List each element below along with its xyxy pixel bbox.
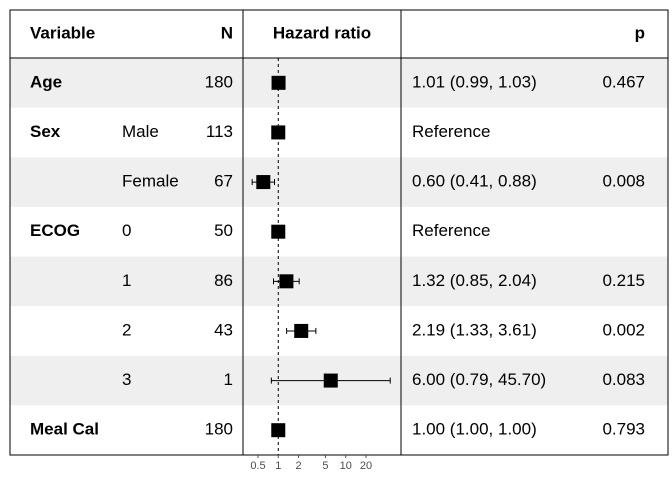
n-label: 1: [224, 370, 233, 389]
estimate-label: 6.00 (0.79, 45.70): [412, 370, 546, 389]
n-label: 86: [214, 271, 233, 290]
level-label: Male: [122, 122, 159, 141]
p-value: 0.467: [602, 72, 645, 91]
x-tick-label: 0.5: [250, 460, 265, 472]
estimate-square: [271, 224, 286, 239]
level-label: 0: [122, 221, 131, 240]
estimate-square: [271, 423, 286, 438]
header: N: [221, 23, 233, 42]
variable-label: Sex: [30, 122, 61, 141]
estimate-label: 1.01 (0.99, 1.03): [412, 72, 537, 91]
p-value: 0.008: [602, 172, 645, 191]
p-value: 0.083: [602, 370, 645, 389]
variable-label: Age: [30, 72, 62, 91]
variable-label: ECOG: [30, 221, 80, 240]
x-tick-label: 1: [275, 460, 281, 472]
estimate-label: Reference: [412, 221, 490, 240]
estimate-label: Reference: [412, 122, 490, 141]
header: p: [635, 23, 645, 42]
level-label: 2: [122, 320, 131, 339]
level-label: 1: [122, 271, 131, 290]
n-label: 180: [205, 420, 233, 439]
level-label: 3: [122, 370, 131, 389]
estimate-square: [323, 373, 338, 388]
x-tick-label: 5: [322, 460, 328, 472]
header: Hazard ratio: [273, 23, 371, 42]
estimate-square: [256, 175, 271, 190]
variable-label: Meal Cal: [30, 420, 99, 439]
estimate-label: 1.32 (0.85, 2.04): [412, 271, 537, 290]
row-stripe: [10, 256, 668, 307]
x-tick-label: 2: [296, 460, 302, 472]
estimate-label: 0.60 (0.41, 0.88): [412, 172, 537, 191]
x-tick-label: 10: [340, 460, 352, 472]
estimate-square: [279, 274, 294, 289]
row-stripe: [10, 157, 668, 207]
header: Variable: [30, 23, 95, 42]
p-value: 0.215: [602, 271, 645, 290]
x-tick-label: 20: [360, 460, 372, 472]
estimate-square: [294, 323, 309, 338]
frame: [9, 9, 669, 456]
n-label: 180: [205, 72, 233, 91]
estimate-label: 2.19 (1.33, 3.61): [412, 320, 537, 339]
p-value: 0.793: [602, 420, 645, 439]
estimate-square: [271, 75, 286, 90]
row-stripe: [10, 58, 668, 108]
n-label: 113: [206, 122, 233, 141]
p-value: 0.002: [602, 320, 645, 339]
n-label: 67: [214, 172, 233, 191]
estimate-label: 1.00 (1.00, 1.00): [412, 420, 537, 439]
estimate-square: [271, 125, 286, 140]
level-label: Female: [122, 172, 179, 191]
n-label: 43: [214, 320, 233, 339]
n-label: 50: [214, 221, 233, 240]
